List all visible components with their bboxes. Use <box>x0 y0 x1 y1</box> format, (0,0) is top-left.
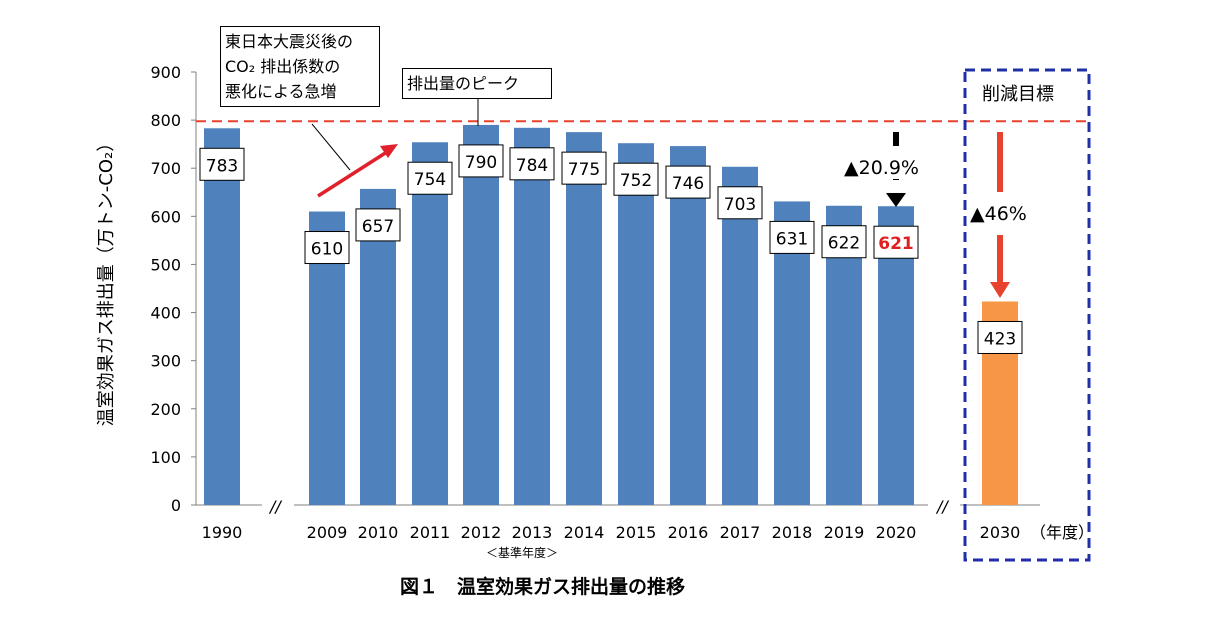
data-label-text: 657 <box>362 217 394 237</box>
earthquake-note: 東日本大震災後の CO₂ 排出係数の 悪化による急増 <box>220 26 380 107</box>
data-label-box <box>407 161 453 195</box>
y-tick-label: 300 <box>150 352 181 371</box>
data-label-text: 784 <box>516 156 548 176</box>
y-tick-label: 600 <box>150 207 181 226</box>
y-tick-label: 400 <box>150 304 181 323</box>
data-label-1990: 783 <box>199 147 245 181</box>
data-label-2010: 657 <box>355 208 401 242</box>
data-label-2015: 752 <box>613 162 659 196</box>
rise-arrow-shaft <box>317 148 391 198</box>
bar-2016 <box>670 146 706 505</box>
x-tick-label: 2012 <box>461 523 502 542</box>
bar-2015 <box>618 143 654 505</box>
data-label-text: 754 <box>414 170 446 190</box>
y-tick-label: 700 <box>150 159 181 178</box>
y-tick-label: 100 <box>150 448 181 467</box>
base-year-note: ＜基準年度＞ <box>486 546 559 560</box>
bar-2017 <box>722 166 758 506</box>
bar-1990 <box>204 128 240 506</box>
y-tick-label: 500 <box>150 255 181 274</box>
x-tick-label: 2013 <box>512 523 553 542</box>
data-label-box <box>561 151 607 185</box>
x-tick-label: 2019 <box>824 523 865 542</box>
data-label-box <box>821 225 867 259</box>
axes: 0 100 200 300 400 500 600 700 800 900 // // 1990 2009… <box>150 63 1094 542</box>
data-label-text: 631 <box>776 229 808 249</box>
data-label-text: 621 <box>878 234 914 254</box>
earthquake-note-line-1: 東日本大震災後の <box>225 32 354 51</box>
data-label-text: 746 <box>672 174 704 194</box>
data-label-box <box>769 220 815 254</box>
peak-note: 排出量のピーク <box>402 68 552 99</box>
y-tick-label: 0 <box>171 496 181 515</box>
data-label-box <box>199 147 245 181</box>
target-box <box>963 68 1091 562</box>
y-tick-label: 800 <box>150 111 181 130</box>
data-label-2020: 621 <box>873 225 919 259</box>
bar-2012 <box>463 124 499 505</box>
data-label-box <box>355 208 401 242</box>
overlays <box>196 68 1091 562</box>
data-label-2019: 622 <box>821 225 867 259</box>
data-label-text: 783 <box>206 156 238 176</box>
data-label-2030: 423 <box>977 320 1023 354</box>
x-tick-label: 2030 <box>980 523 1021 542</box>
bar-2011 <box>412 142 448 505</box>
bar-2010 <box>360 188 396 505</box>
earthquake-note-line-2: CO₂ 排出係数の <box>225 57 341 76</box>
earthquake-note-line-3: 悪化による急増 <box>225 82 337 101</box>
data-label-2009: 610 <box>304 231 350 265</box>
data-label-box <box>717 186 763 220</box>
data-label-text: 423 <box>984 329 1016 349</box>
x-tick-label: 2014 <box>564 523 605 542</box>
data-label-text: 610 <box>311 240 343 260</box>
data-label-text: 752 <box>620 171 652 191</box>
x-tick-label: 2011 <box>410 523 451 542</box>
data-label-box <box>458 144 504 178</box>
data-label-box <box>509 147 555 181</box>
data-label-box <box>873 225 919 259</box>
bar-2014 <box>566 132 602 505</box>
data-label-2014: 775 <box>561 151 607 185</box>
x-tick-label: 2010 <box>358 523 399 542</box>
x-tick-label: 2017 <box>720 523 761 542</box>
y-tick-label: 900 <box>150 63 181 82</box>
y-tick-label: 200 <box>150 400 181 419</box>
data-label-2012: 790 <box>458 144 504 178</box>
target-box-title: 削減目標 <box>982 84 1054 105</box>
reduction-2030-label: ▲46% <box>970 203 1027 225</box>
axis-break-mark: // <box>268 497 282 516</box>
earthquake-pointer-line <box>311 123 351 171</box>
data-label-box <box>304 231 350 265</box>
reduction-2020-label: ▲20.9% <box>844 157 919 179</box>
x-tick-label: 2020 <box>876 523 917 542</box>
axis-break-mark: // <box>935 497 949 516</box>
reduction-2020-arrow-head <box>886 193 906 207</box>
x-tick-label: 2015 <box>616 523 657 542</box>
data-label-text: 703 <box>724 195 756 215</box>
reduction-2030-arrow-head <box>990 282 1010 298</box>
data-label-box <box>613 162 659 196</box>
x-tick-label: 2016 <box>668 523 709 542</box>
x-tick-label: 2009 <box>307 523 348 542</box>
bars: 783 610 657 754 790 784 775 752 746 703 631 622 621 4… <box>199 124 1023 506</box>
data-label-2011: 754 <box>407 161 453 195</box>
data-label-2017: 703 <box>717 186 763 220</box>
data-label-text: 622 <box>828 234 860 254</box>
data-label-2013: 784 <box>509 147 555 181</box>
x-unit-label: （年度） <box>1030 523 1094 542</box>
data-label-2016: 746 <box>665 165 711 199</box>
data-label-text: 790 <box>465 153 497 173</box>
data-label-text: 775 <box>568 160 600 180</box>
data-label-box <box>977 320 1023 354</box>
y-axis-label: 温室効果ガス排出量（万トン-CO₂） <box>96 133 117 427</box>
data-label-box <box>665 165 711 199</box>
x-tick-label: 2018 <box>772 523 813 542</box>
chart-caption: 図１ 温室効果ガス排出量の推移 <box>400 576 686 598</box>
data-label-2018: 631 <box>769 220 815 254</box>
bar-2013 <box>514 127 550 505</box>
rise-arrow-head <box>380 144 398 158</box>
x-tick-label: 1990 <box>202 523 243 542</box>
